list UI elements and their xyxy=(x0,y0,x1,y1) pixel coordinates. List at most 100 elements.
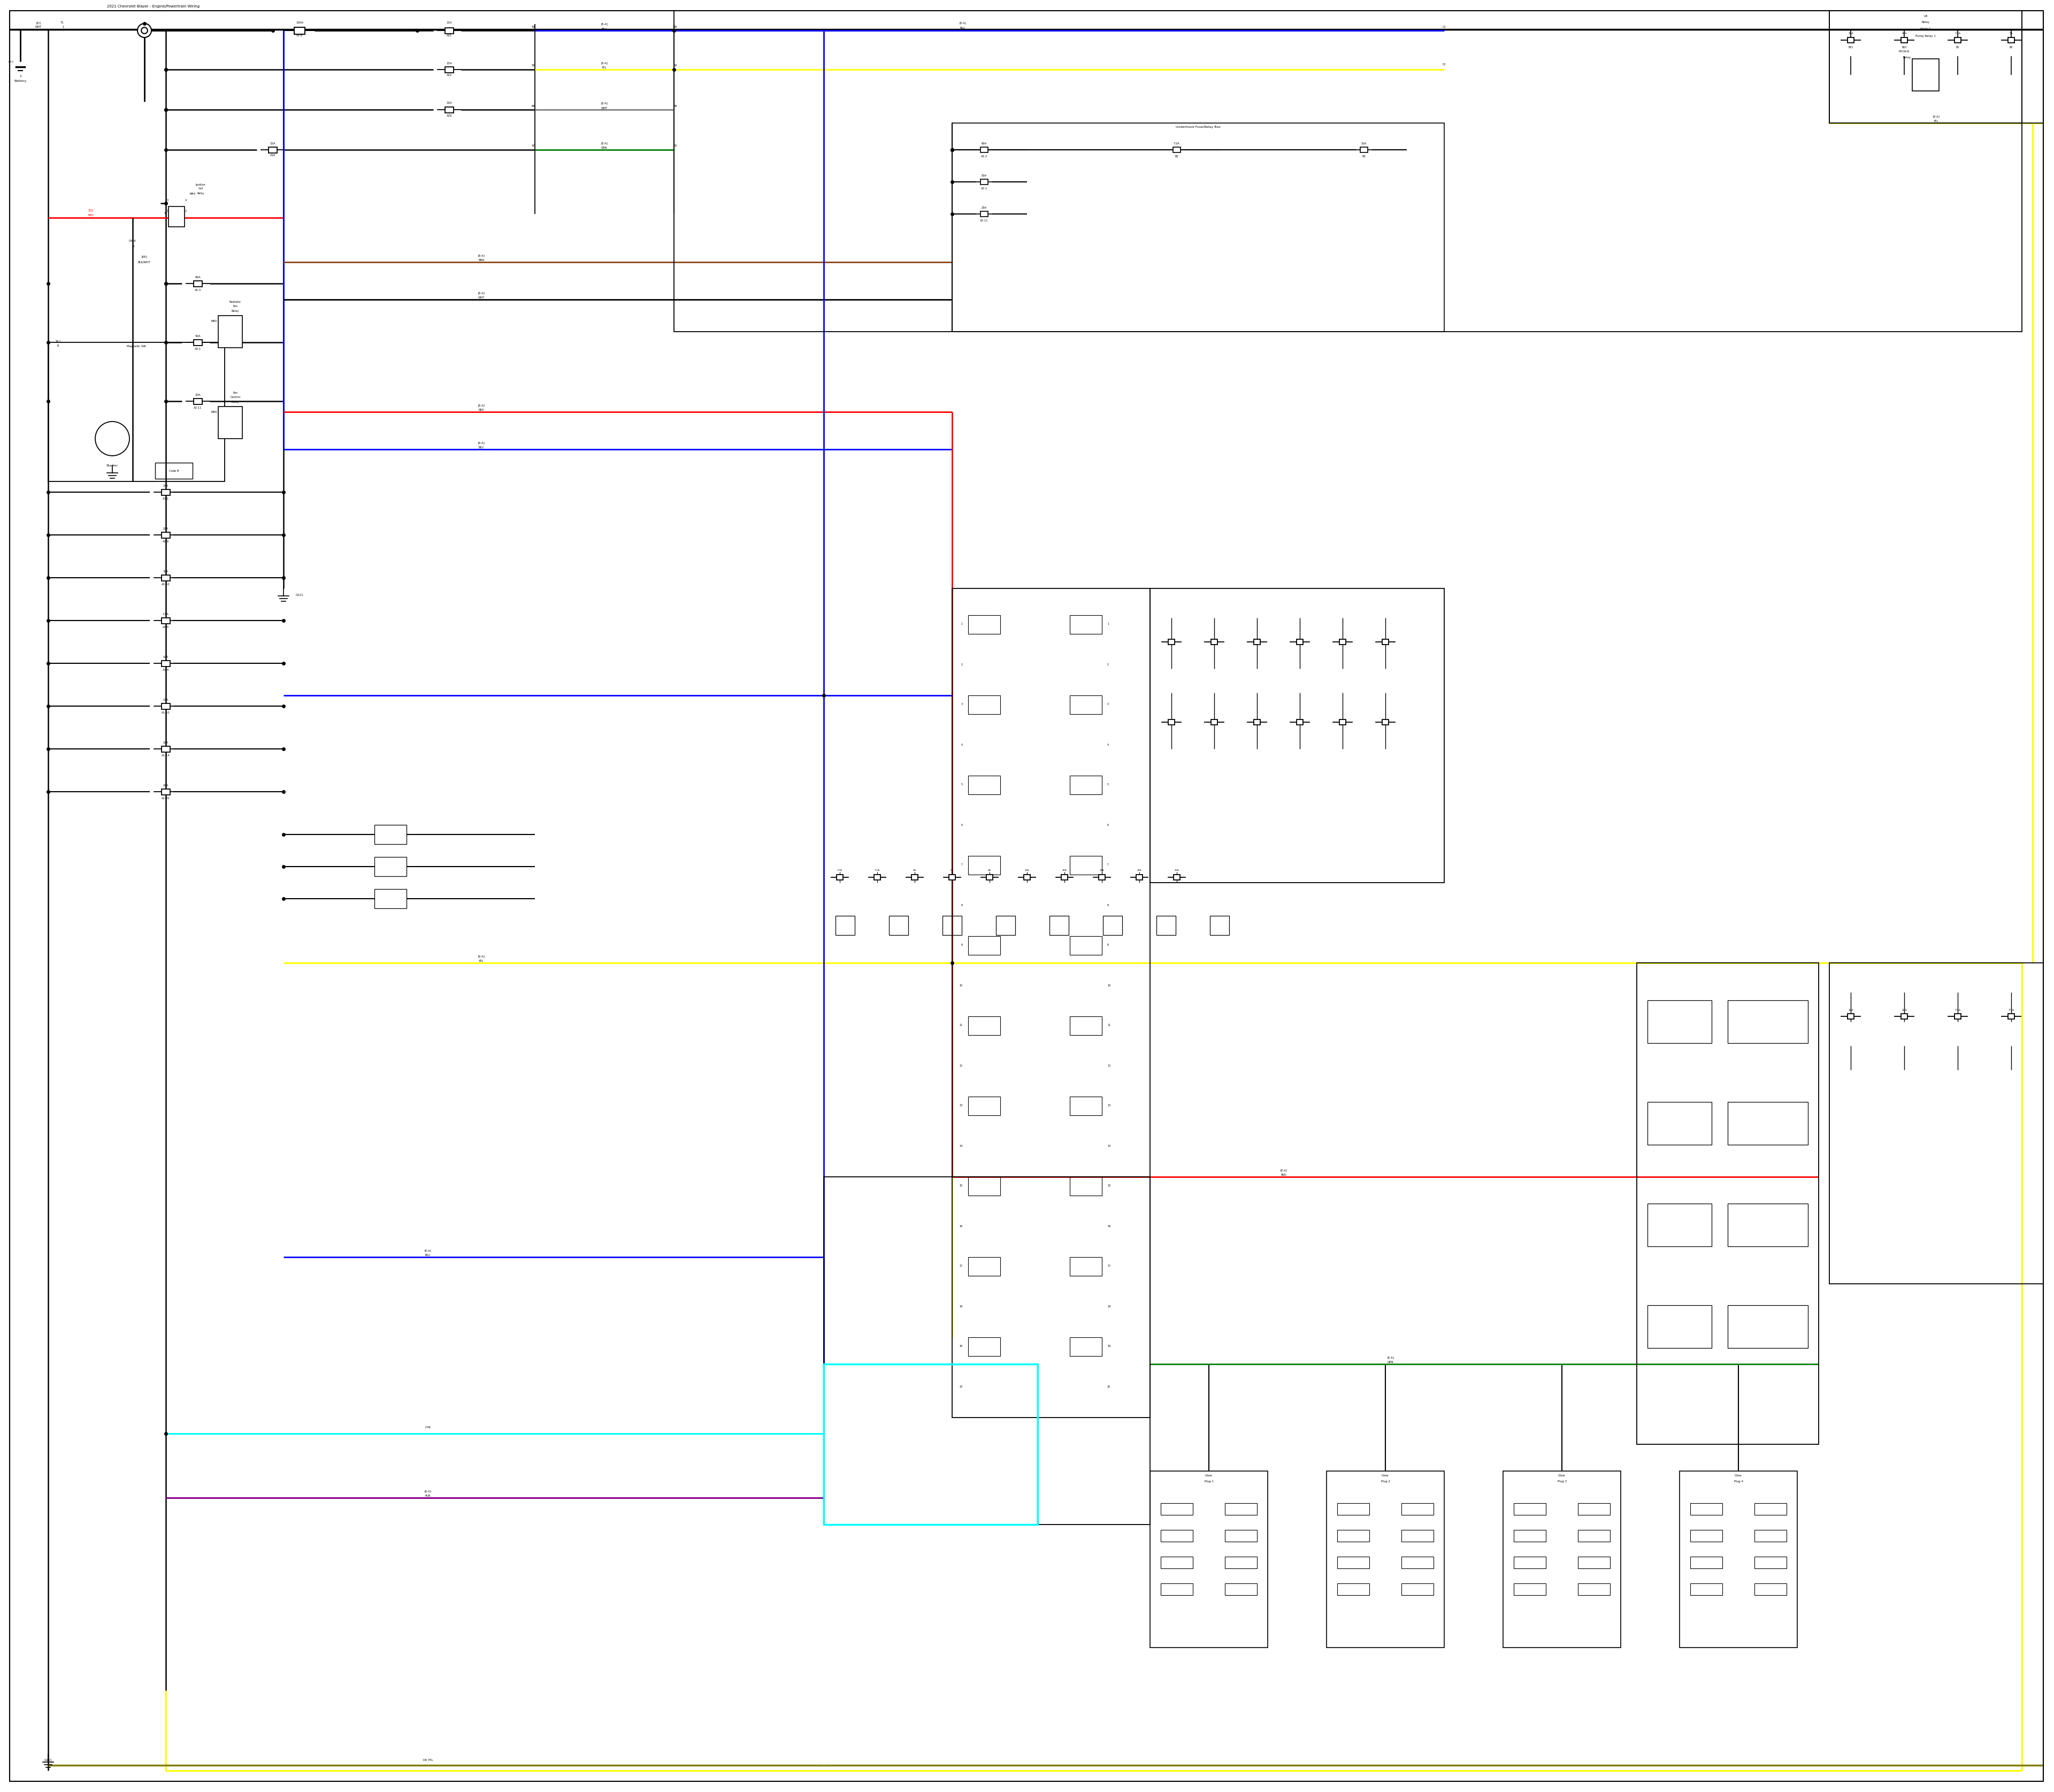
Text: 10A: 10A xyxy=(1062,869,1066,871)
Text: M: M xyxy=(109,435,115,441)
Text: A1-4: A1-4 xyxy=(162,668,168,672)
Text: 12: 12 xyxy=(1107,1064,1111,1066)
Text: A1-14: A1-14 xyxy=(162,754,170,758)
Text: 17: 17 xyxy=(959,1265,963,1267)
Bar xyxy=(162,489,170,495)
Bar xyxy=(967,776,1000,794)
Text: B2: B2 xyxy=(2009,47,2013,48)
Bar xyxy=(1224,1584,1257,1595)
Bar xyxy=(193,398,201,405)
Text: [E-A]: [E-A] xyxy=(959,22,965,25)
Text: M49: M49 xyxy=(212,410,218,414)
Bar xyxy=(967,935,1000,955)
Text: 5A: 5A xyxy=(2009,32,2013,34)
Text: 11: 11 xyxy=(959,1023,963,1027)
Bar xyxy=(1025,874,1029,880)
Bar xyxy=(168,206,185,228)
Text: 50A: 50A xyxy=(982,174,988,177)
Text: T4 1: T4 1 xyxy=(55,340,62,342)
Text: 60A: 60A xyxy=(982,142,988,145)
Bar xyxy=(1360,147,1368,152)
Text: 20A: 20A xyxy=(982,206,988,210)
Bar xyxy=(1212,719,1218,724)
Text: FPCM-R: FPCM-R xyxy=(1920,29,1931,30)
Bar xyxy=(162,661,170,667)
Bar xyxy=(1161,1584,1193,1595)
Bar xyxy=(218,407,242,439)
Bar xyxy=(967,615,1000,634)
Text: Glow: Glow xyxy=(1382,1475,1389,1477)
Text: 10A: 10A xyxy=(1849,32,1853,34)
Text: WHT: WHT xyxy=(35,25,41,29)
Bar xyxy=(1637,962,1818,1444)
Text: 10A: 10A xyxy=(162,656,168,658)
Text: BRN: BRN xyxy=(479,260,485,262)
Bar xyxy=(1070,615,1101,634)
Bar xyxy=(162,745,170,753)
Bar xyxy=(162,532,170,538)
Bar xyxy=(1401,1557,1434,1568)
Bar xyxy=(1690,1530,1723,1541)
Text: Relay: Relay xyxy=(1902,56,1910,59)
Text: 7.5A: 7.5A xyxy=(1173,142,1179,145)
Text: 5A: 5A xyxy=(951,869,953,871)
Bar xyxy=(1647,1204,1711,1247)
Text: [E-A]: [E-A] xyxy=(602,61,608,65)
Bar xyxy=(156,462,193,478)
Text: YEL: YEL xyxy=(1933,120,1939,124)
Bar xyxy=(1156,916,1175,935)
Text: Plug 4: Plug 4 xyxy=(1734,1480,1744,1484)
Text: FPCM-R: FPCM-R xyxy=(1898,50,1910,52)
Bar xyxy=(674,11,2021,332)
Text: 30A: 30A xyxy=(162,570,168,573)
Text: [EJ]: [EJ] xyxy=(88,210,92,211)
Text: 7.5A: 7.5A xyxy=(1955,32,1962,34)
Bar xyxy=(1224,1530,1257,1541)
Bar xyxy=(162,788,170,794)
Bar xyxy=(836,916,854,935)
Text: 7.5A: 7.5A xyxy=(1955,1009,1962,1011)
Bar xyxy=(1210,916,1228,935)
Text: 10A: 10A xyxy=(1849,1009,1853,1011)
Text: 7.5A: 7.5A xyxy=(2009,1009,2015,1011)
Text: 59: 59 xyxy=(532,65,534,66)
Bar xyxy=(2009,1014,2015,1020)
Text: 15A: 15A xyxy=(446,22,452,25)
Text: BLU: BLU xyxy=(479,446,485,450)
Bar xyxy=(1062,874,1068,880)
Text: U5: U5 xyxy=(1925,14,1927,18)
Text: A2-5: A2-5 xyxy=(162,625,168,629)
Bar xyxy=(980,179,988,185)
Text: PUR: PUR xyxy=(425,1495,431,1498)
Text: [E-A]: [E-A] xyxy=(425,1249,431,1253)
Text: Code B: Code B xyxy=(168,470,179,471)
Text: [E-A]: [E-A] xyxy=(602,23,608,25)
Text: C2: C2 xyxy=(1442,63,1446,66)
Text: C406: C406 xyxy=(129,240,136,242)
Text: RED: RED xyxy=(479,409,485,412)
Bar xyxy=(1161,1530,1193,1541)
Text: 16: 16 xyxy=(1107,1224,1111,1228)
Bar xyxy=(1577,1530,1610,1541)
Circle shape xyxy=(138,23,152,38)
Text: 68: 68 xyxy=(674,104,678,108)
Text: [E-A]: [E-A] xyxy=(602,142,608,145)
Text: BLU: BLU xyxy=(959,27,965,29)
Text: RED: RED xyxy=(1282,1174,1286,1177)
Text: Plug 3: Plug 3 xyxy=(1557,1480,1567,1484)
Bar xyxy=(1647,1305,1711,1348)
Text: T1: T1 xyxy=(60,22,64,25)
Bar xyxy=(967,1256,1000,1276)
Text: 13: 13 xyxy=(1107,1104,1111,1107)
Text: A2-11: A2-11 xyxy=(980,219,988,222)
Bar xyxy=(1847,1014,1855,1020)
Text: Radiator: Radiator xyxy=(230,301,240,303)
Text: M40: M40 xyxy=(212,319,218,323)
Text: [E-A]: [E-A] xyxy=(1280,1168,1288,1172)
Bar xyxy=(162,618,170,624)
Text: 15A: 15A xyxy=(162,699,168,701)
Text: [E-A]: [E-A] xyxy=(479,955,485,957)
Bar xyxy=(1953,1014,1962,1020)
Bar xyxy=(1830,11,2021,124)
Text: [E-A]: [E-A] xyxy=(479,292,485,294)
